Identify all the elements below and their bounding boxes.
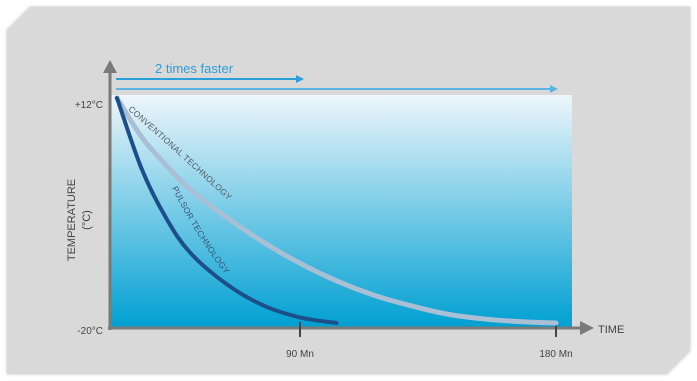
y-axis-title: TEMPERATURE (66, 179, 78, 261)
x-tick-label-180: 180 Mn (539, 349, 572, 360)
plot-area (110, 95, 572, 327)
x-axis-arrowhead (580, 321, 594, 335)
annotation-2-times-faster: 2 times faster (155, 61, 234, 76)
speed-arrows (116, 75, 558, 93)
short-arrow-head (296, 75, 304, 83)
x-axis-title: TIME (598, 324, 624, 336)
pulsor-technology-curve (115, 96, 339, 325)
y-axis-unit: (°C) (81, 210, 93, 230)
y-axis-arrowhead (103, 60, 117, 73)
x-tick-label-90: 90 Mn (286, 349, 314, 360)
axes (103, 60, 594, 335)
y-tick-label-top: +12°C (75, 100, 103, 111)
y-tick-label-bottom: -20°C (77, 326, 103, 337)
conventional-technology-curve (114, 95, 559, 326)
long-arrow-head (550, 85, 558, 93)
